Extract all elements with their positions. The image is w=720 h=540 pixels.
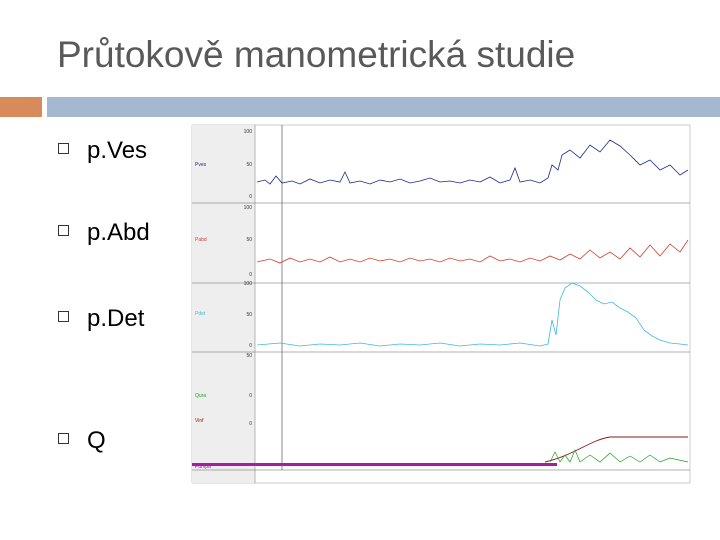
accent-bar <box>0 97 42 117</box>
panel-label: Vinf <box>195 418 204 424</box>
scale-label: 0 <box>249 194 252 200</box>
scale-label: 50 <box>246 237 252 243</box>
panel-label: Pves <box>195 162 207 168</box>
scale-label: 0 <box>249 272 252 278</box>
scale-label: 0 <box>249 393 252 399</box>
bullet-text: p.Det <box>87 305 145 332</box>
trace-image <box>191 124 691 484</box>
bullet-text: p.Abd <box>87 219 150 246</box>
panel-label: Qura <box>195 393 206 399</box>
panel-label: Pabd <box>195 237 207 243</box>
bullet: p.Det <box>58 305 144 333</box>
panel-label: Pumpa <box>195 464 211 470</box>
scale-label: 0 <box>249 343 252 349</box>
scale-label: 100 <box>244 129 253 135</box>
scale-label: 100 <box>244 281 253 287</box>
scale-label: 0 <box>249 421 252 427</box>
bullet: Q <box>58 427 106 455</box>
bullet-text: Q <box>87 427 106 454</box>
panel-label: Pdet <box>195 311 206 317</box>
bullet: p.Ves <box>58 137 147 165</box>
bullet: p.Abd <box>58 219 150 247</box>
scale-label: 50 <box>246 353 252 359</box>
header-bar <box>47 97 720 117</box>
scale-label: 50 <box>246 162 252 168</box>
slide-title: Průtokově manometrická studie <box>57 34 576 75</box>
scale-label: 50 <box>246 312 252 318</box>
bullet-text: p.Ves <box>87 137 148 164</box>
scale-label: 100 <box>244 205 253 211</box>
